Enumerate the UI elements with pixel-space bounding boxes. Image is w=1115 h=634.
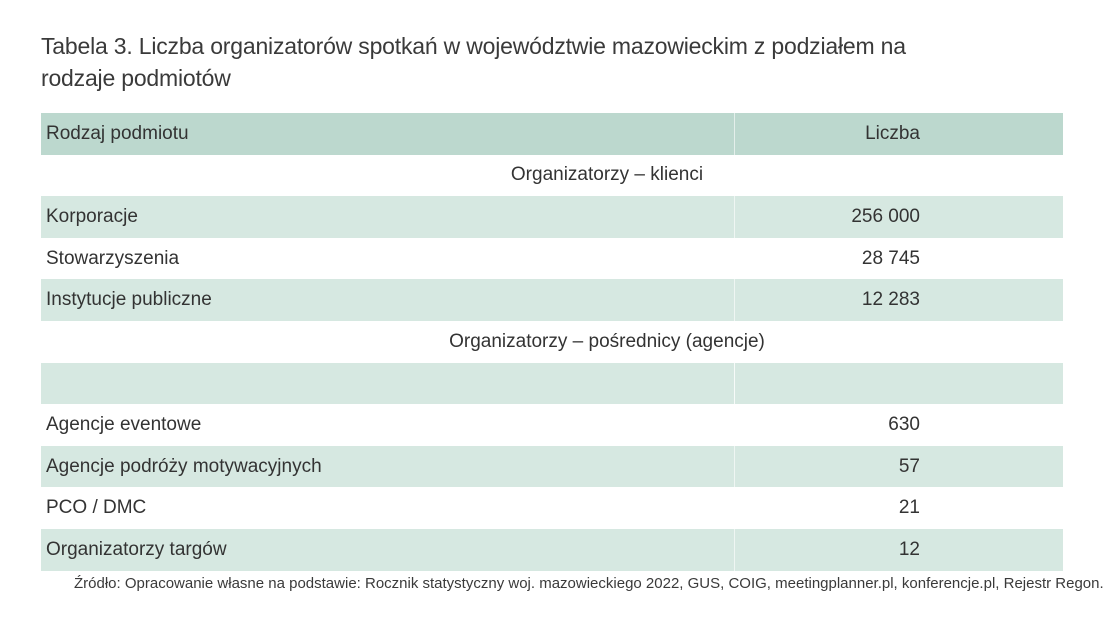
table-row: Agencje podróży motywacyjnych 57 bbox=[41, 445, 1063, 488]
row-name: Stowarzyszenia bbox=[46, 247, 180, 269]
row-value: 28 745 bbox=[861, 247, 920, 269]
table-row: Korporacje 256 000 bbox=[41, 196, 1063, 238]
table-row: Organizatorzy targów 12 bbox=[41, 528, 1063, 571]
row-name: Organizatorzy targów bbox=[41, 528, 735, 571]
empty-row bbox=[41, 362, 1063, 405]
row-name: Instytucje publiczne bbox=[41, 279, 735, 321]
row-name: Korporacje bbox=[41, 196, 735, 238]
header-count: Liczba bbox=[865, 122, 920, 144]
row-value: 256 000 bbox=[851, 205, 920, 227]
table-row: Instytucje publiczne 12 283 bbox=[41, 279, 1063, 321]
row-value: 57 bbox=[898, 455, 920, 477]
section-row-agencies: Organizatorzy – pośrednicy (agencje) bbox=[41, 320, 1063, 363]
table-row: Agencje eventowe 630 bbox=[41, 404, 1063, 446]
row-value: 630 bbox=[888, 413, 920, 435]
row-value: 12 bbox=[898, 538, 920, 560]
table-header-row: Rodzaj podmiotu Liczba bbox=[41, 113, 1063, 155]
section-row-clients: Organizatorzy – klienci bbox=[41, 154, 1063, 197]
source-note: Źródło: Opracowanie własne na podstawie:… bbox=[74, 575, 1104, 592]
table-title: Tabela 3. Liczba organizatorów spotkań w… bbox=[41, 33, 906, 91]
row-name: Agencje podróży motywacyjnych bbox=[41, 445, 735, 488]
section-label-agencies: Organizatorzy – pośrednicy (agencje) bbox=[449, 330, 765, 352]
organizers-table: Rodzaj podmiotu Liczba Organizatorzy – k… bbox=[41, 113, 1063, 571]
empty-cell bbox=[41, 362, 735, 405]
section-label-clients: Organizatorzy – klienci bbox=[510, 164, 704, 186]
table-row: Stowarzyszenia 28 745 bbox=[41, 238, 1063, 280]
row-name: Agencje eventowe bbox=[46, 413, 202, 435]
table-row: PCO / DMC 21 bbox=[41, 487, 1063, 529]
row-value: 21 bbox=[898, 497, 920, 519]
row-value: 12 283 bbox=[861, 289, 920, 311]
header-type: Rodzaj podmiotu bbox=[41, 113, 735, 155]
row-name: PCO / DMC bbox=[46, 497, 147, 519]
